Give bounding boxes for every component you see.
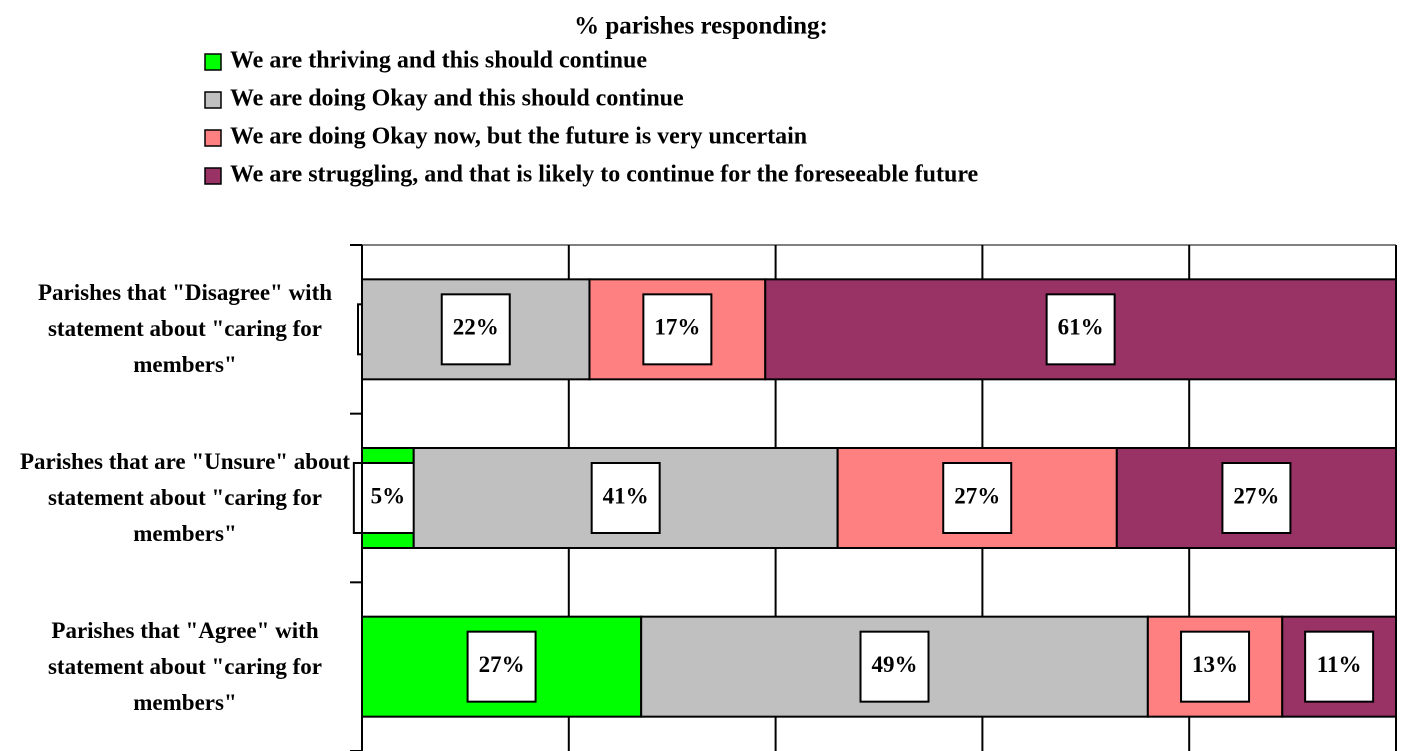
data-label: 17% [654, 315, 700, 340]
category-label: Parishes that "Agree" with statement abo… [47, 617, 323, 715]
category-label: Parishes that are "Unsure" about stateme… [19, 449, 351, 546]
legend-label: We are struggling, and that is likely to… [230, 162, 979, 188]
data-label: 22% [453, 315, 499, 340]
data-label: 61% [1058, 315, 1104, 340]
data-label: 49% [872, 652, 918, 677]
legend-title: % parishes responding: [574, 13, 828, 40]
data-label: 11% [1317, 652, 1362, 677]
legend-swatch [204, 91, 222, 109]
category-label: Parishes that "Disagree" with statement … [37, 280, 333, 378]
legend-label: We are thriving and this should continue [230, 48, 647, 74]
data-label-box [642, 293, 713, 366]
data-label-box [466, 630, 537, 703]
data-label-box [590, 462, 661, 534]
data-label: 27% [1233, 483, 1279, 508]
data-label: 5% [371, 483, 406, 508]
legend-swatch [204, 167, 222, 185]
data-label-box [352, 462, 423, 534]
data-label-box [1304, 630, 1375, 703]
data-label: 41% [603, 483, 649, 508]
data-label-box [1221, 462, 1292, 534]
data-label-box [859, 630, 930, 703]
legend-swatch [204, 53, 222, 71]
data-label: 27% [479, 652, 525, 677]
data-label-box [1180, 630, 1251, 703]
legend-label: We are doing Okay now, but the future is… [230, 124, 807, 150]
legend-label: We are doing Okay and this should contin… [230, 86, 684, 112]
data-label-box [1045, 293, 1116, 366]
data-label-box [942, 462, 1013, 534]
legend-swatch [204, 129, 222, 147]
data-label-box [440, 293, 511, 366]
data-label: 13% [1192, 652, 1238, 677]
data-label: 27% [954, 483, 1000, 508]
